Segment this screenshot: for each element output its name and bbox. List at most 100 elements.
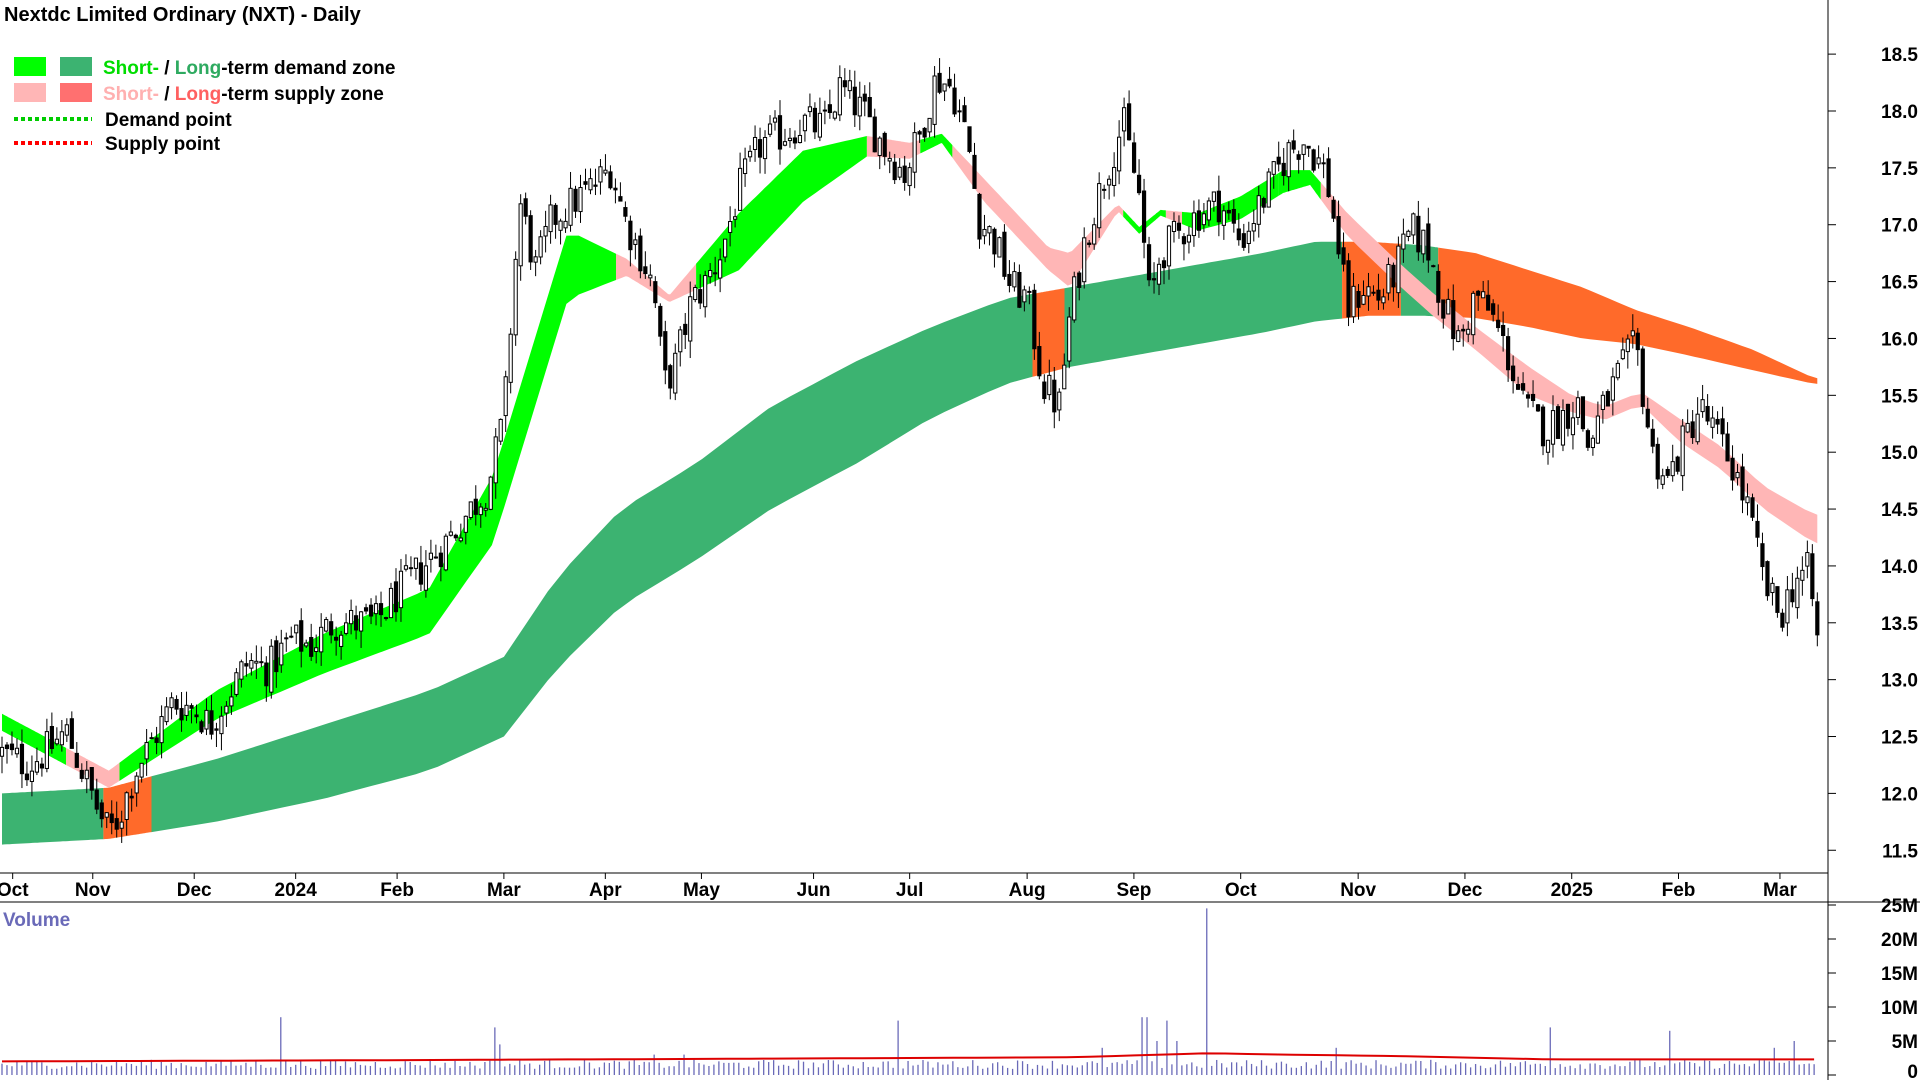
candle-body [19, 743, 25, 775]
candle-body [713, 272, 718, 275]
candle-body [1336, 216, 1341, 255]
candle-body [997, 237, 1002, 258]
candle-body [862, 93, 867, 102]
candle-body [49, 726, 54, 750]
candle-body [473, 498, 478, 515]
candle-body [129, 795, 134, 799]
candle-body [787, 137, 793, 142]
candle-body [708, 270, 713, 278]
candle-body [1615, 362, 1620, 379]
candle-body [284, 637, 289, 640]
candle-body [1141, 190, 1147, 243]
candle-body [34, 761, 40, 773]
candle-body [533, 256, 538, 263]
candle-body [319, 626, 324, 653]
candle-body [244, 663, 249, 667]
candle-body [39, 763, 44, 769]
x-tick-label: Oct [0, 880, 29, 901]
candle-body [812, 107, 818, 133]
candle-body [468, 501, 473, 519]
candle-body [1635, 332, 1640, 351]
candle-body [314, 647, 319, 652]
candle-body [1775, 586, 1780, 613]
candle-body [1161, 260, 1167, 269]
candle-body [1306, 145, 1311, 149]
candle-body [483, 507, 488, 511]
short-term-zone-demand-segment [2, 713, 67, 765]
candle-body [1032, 289, 1037, 350]
candle-body [14, 747, 20, 755]
candle-body [1750, 497, 1755, 518]
candle-body [1151, 278, 1157, 281]
legend-long-demand-swatch [60, 57, 92, 76]
candle-body [1670, 461, 1675, 477]
candle-body [1221, 210, 1226, 226]
y-tick-label: 12.5 [1881, 728, 1918, 749]
candle-body [1072, 276, 1077, 321]
candle-body [239, 661, 244, 680]
candle-body [703, 275, 708, 308]
candle-body [1246, 230, 1251, 244]
candle-body [857, 96, 862, 117]
candle-body [1550, 410, 1556, 445]
volume-tick-label: 10M [1881, 998, 1918, 1019]
candle-body [653, 281, 658, 304]
candle-body [1545, 439, 1551, 453]
short-term-zone-demand-segment [920, 133, 953, 158]
legend-supply-point-label: Supply point [105, 134, 221, 155]
candle-body [1062, 364, 1067, 390]
legend-demand-point-label: Demand point [105, 110, 232, 131]
candle-body [1535, 404, 1541, 412]
volume-moving-average [1, 1052, 1815, 1063]
candle-body [962, 105, 967, 123]
candle-body [1565, 403, 1571, 429]
candle-body [114, 818, 119, 830]
candle-body [194, 714, 199, 718]
candle-body [1625, 338, 1630, 353]
candle-body [408, 567, 414, 570]
candle-body [199, 721, 204, 733]
candle-body [154, 737, 159, 743]
candle-body [344, 622, 349, 634]
candle-body [882, 132, 887, 157]
candle-body [1276, 156, 1281, 165]
short-term-zone-supply-segment [1320, 182, 1818, 544]
candle-body [1391, 264, 1396, 288]
candle-body [1077, 272, 1082, 288]
candle-body [992, 228, 997, 255]
candle-body [832, 111, 837, 119]
candle-body [1321, 162, 1326, 165]
candle-body [493, 436, 498, 484]
candle-body [1037, 346, 1042, 377]
candle-body [628, 220, 633, 251]
candle-body [1017, 271, 1022, 308]
candle-body [663, 331, 668, 371]
candle-body [84, 769, 89, 780]
candle-body [1396, 245, 1401, 294]
candle-body [358, 611, 364, 632]
candle-body [94, 789, 99, 810]
candle-body [658, 305, 663, 337]
candle-body [673, 352, 678, 394]
candle-body [603, 169, 608, 174]
candle-body [1067, 316, 1072, 362]
x-tick-label: Jul [896, 880, 923, 901]
candle-body [987, 226, 992, 234]
candle-body [1261, 198, 1266, 208]
x-tick-label: Aug [1009, 880, 1046, 901]
candle-body [458, 537, 463, 542]
candle-body [1431, 265, 1436, 268]
candle-body [1600, 394, 1605, 410]
candle-body [777, 115, 783, 150]
candle-body [339, 634, 344, 647]
candle-body [249, 660, 254, 669]
candle-body [1710, 417, 1715, 428]
candle-body [1815, 601, 1820, 636]
candle-body [633, 239, 638, 245]
candle-body [149, 737, 154, 740]
candle-body [269, 645, 274, 693]
candle-body [927, 117, 932, 133]
candle-body [234, 672, 239, 695]
candle-body [134, 775, 139, 794]
candle-body [329, 621, 334, 636]
